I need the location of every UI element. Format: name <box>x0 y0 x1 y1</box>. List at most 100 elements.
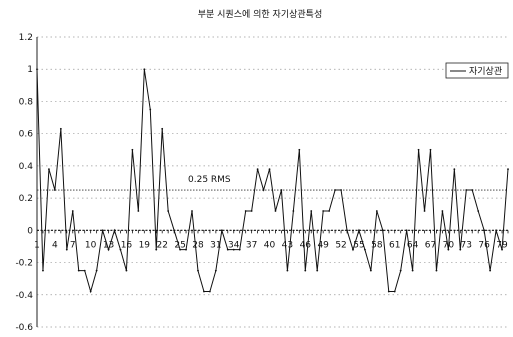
x-tick-label: 49 <box>317 240 329 250</box>
data-point <box>197 269 199 272</box>
data-point <box>453 168 456 171</box>
data-point <box>358 229 360 232</box>
x-tick-label: 73 <box>461 240 472 250</box>
data-point <box>59 127 62 130</box>
data-point <box>346 229 348 232</box>
data-point <box>143 68 146 71</box>
data-point <box>137 210 140 212</box>
data-point <box>256 168 259 171</box>
y-tick-label: 0 <box>27 226 33 236</box>
data-point <box>310 210 313 212</box>
y-tick-label: 0.2 <box>19 194 33 204</box>
data-point <box>369 269 372 272</box>
data-point <box>167 210 170 212</box>
data-point <box>441 210 444 212</box>
data-point <box>298 148 301 151</box>
data-point <box>83 269 86 272</box>
x-tick-label: 1 <box>34 240 40 250</box>
data-point <box>477 210 480 212</box>
x-tick-label: 58 <box>371 240 383 250</box>
y-tick-label: -0.2 <box>15 259 33 269</box>
data-point <box>435 269 438 272</box>
data-point <box>203 290 205 293</box>
data-point <box>292 210 295 212</box>
data-point <box>77 269 80 272</box>
data-point <box>161 127 164 130</box>
y-tick-label: -0.6 <box>15 323 33 333</box>
data-point <box>316 269 319 272</box>
legend-box <box>445 62 509 79</box>
data-point <box>399 269 402 272</box>
data-point <box>131 148 134 151</box>
data-point <box>179 248 181 251</box>
data-point <box>65 248 68 251</box>
data-point <box>89 290 92 293</box>
data-point <box>447 248 450 251</box>
data-point <box>185 248 187 251</box>
data-point <box>36 68 38 71</box>
grid-lines <box>37 36 508 328</box>
data-point <box>322 210 325 212</box>
x-tick-label: 10 <box>85 240 97 250</box>
series-layer <box>36 68 509 294</box>
data-point <box>238 248 241 251</box>
data-point <box>495 229 497 232</box>
x-tick-label: 55 <box>353 240 364 250</box>
data-point <box>483 229 486 232</box>
x-tick-label: 16 <box>121 240 133 250</box>
x-tick-label: 43 <box>282 240 293 250</box>
data-point <box>107 248 110 251</box>
y-tick-label: 1.2 <box>19 33 33 43</box>
data-point <box>465 189 468 191</box>
data-point <box>101 229 104 232</box>
data-point <box>489 269 492 272</box>
data-point <box>423 210 426 212</box>
x-tick-label: 52 <box>335 240 346 250</box>
series-line-autocorrelation <box>36 69 509 294</box>
data-point <box>280 189 283 191</box>
x-tick-label: 64 <box>407 240 419 250</box>
x-tick-label: 34 <box>228 240 240 250</box>
data-point <box>232 248 235 251</box>
data-point <box>507 168 509 171</box>
x-tick-label: 7 <box>70 240 76 250</box>
x-tick-label: 46 <box>300 240 312 250</box>
legend: 자기상관 <box>445 62 509 79</box>
x-tick-label: 4 <box>52 240 58 250</box>
data-point <box>459 248 462 251</box>
data-point <box>286 269 289 272</box>
data-point <box>501 248 503 251</box>
data-point <box>155 248 158 251</box>
data-point <box>417 148 420 151</box>
data-point <box>334 189 337 191</box>
data-point <box>262 189 265 191</box>
chart-title: 부분 시퀀스에 의한 자기상관특성 <box>198 8 323 20</box>
data-point <box>393 290 396 293</box>
x-tick-label: 61 <box>389 240 400 250</box>
data-point <box>471 189 474 191</box>
x-tick-label: 76 <box>478 240 490 250</box>
y-tick-label: -0.4 <box>15 291 33 301</box>
x-tick-label: 67 <box>425 240 436 250</box>
x-tick-label: 40 <box>264 240 276 250</box>
x-tick-label: 28 <box>192 240 204 250</box>
data-point <box>173 229 176 232</box>
data-point <box>119 248 122 251</box>
data-point <box>214 269 217 272</box>
data-point <box>405 229 408 232</box>
x-tick-label: 37 <box>246 240 257 250</box>
data-point <box>113 229 116 232</box>
data-point <box>250 210 253 212</box>
data-point <box>191 210 193 212</box>
data-point <box>208 290 211 293</box>
data-point <box>364 248 366 251</box>
data-point <box>429 148 432 151</box>
x-tick-label: 25 <box>174 240 185 250</box>
data-point <box>226 248 229 251</box>
data-point <box>304 269 307 272</box>
legend-entry-autocorrelation: 자기상관 <box>469 66 502 77</box>
data-point <box>149 108 152 111</box>
data-point <box>71 210 74 212</box>
data-point <box>328 210 331 212</box>
